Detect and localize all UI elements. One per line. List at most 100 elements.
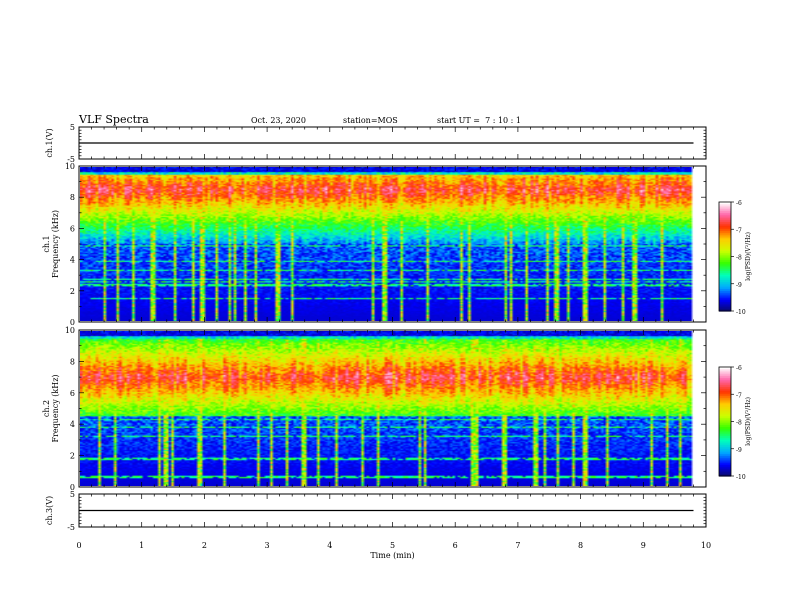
colorbar-swatch: [719, 218, 731, 221]
y-tick-label: -5: [67, 523, 75, 532]
colorbar-tick-label: -8: [736, 420, 742, 427]
spectrogram-image-ch1: [80, 167, 705, 321]
colorbar-swatch: [719, 466, 731, 470]
colorbar-swatch: [719, 240, 731, 243]
x-tick-label: 9: [641, 541, 646, 550]
colorbar-swatch: [719, 278, 731, 281]
colorbar-swatch: [719, 207, 731, 210]
colorbar-swatch: [719, 251, 731, 254]
colorbar-swatch: [719, 443, 731, 446]
colorbar-swatch: [719, 234, 731, 238]
colorbar-swatch: [719, 291, 731, 294]
y-tick-label: 4: [70, 256, 75, 265]
y-tick-label: 6: [70, 224, 75, 233]
colorbar-swatch: [719, 430, 731, 433]
y-tick-label: 8: [70, 357, 75, 366]
colorbar-swatch: [719, 419, 731, 423]
x-tick-label: 1: [139, 541, 144, 550]
y-tick-label: 2: [70, 452, 75, 461]
colorbar-swatch: [719, 436, 731, 439]
y-tick-label: 2: [70, 287, 75, 296]
colorbar-tick-label: -10: [736, 309, 746, 316]
colorbar-swatch: [719, 412, 731, 415]
colorbar-swatch: [719, 390, 731, 394]
colorbar-swatch: [719, 446, 731, 450]
chart-title: VLF Spectra: [79, 113, 149, 126]
colorbar-swatch: [719, 416, 731, 419]
colorbar-swatch: [719, 281, 731, 285]
y-tick-label: 10: [65, 326, 75, 335]
colorbar-swatch: [719, 236, 731, 239]
colorbar-swatch: [719, 296, 731, 299]
colorbar-swatch: [719, 432, 731, 435]
colorbar-swatch: [719, 421, 731, 424]
colorbar-swatch: [719, 212, 731, 216]
colorbar-swatch: [719, 263, 731, 267]
colorbar-swatch: [719, 292, 731, 296]
x-tick-label: 8: [578, 541, 583, 550]
x-tick-label: 10: [701, 541, 711, 550]
station-label: station=MOS: [343, 116, 398, 125]
colorbar-swatch: [719, 309, 731, 312]
y-tick-label: 6: [70, 389, 75, 398]
colorbar-label-text: log(PSD)(V²/Hz): [745, 232, 752, 281]
y-axis-label: Frequency (kHz): [51, 374, 60, 442]
colorbar-swatch: [719, 376, 731, 379]
colorbar-swatch: [719, 202, 731, 205]
colorbar-swatch: [719, 377, 731, 381]
colorbar-swatch: [719, 465, 731, 468]
colorbar-swatch: [719, 383, 731, 386]
colorbar-label-2: log(PSD)(V²/Hz): [745, 397, 752, 446]
colorbar-swatch: [719, 225, 731, 229]
colorbar-swatch: [719, 271, 731, 274]
colorbar-swatch: [719, 396, 731, 399]
colorbar-swatch: [719, 203, 731, 207]
colorbar-swatch: [719, 368, 731, 372]
y-tick-label: -5: [67, 155, 75, 164]
ch1-waveform-ylabel: ch.1(V): [45, 128, 54, 157]
colorbar-swatch: [719, 405, 731, 408]
colorbar-swatch: [719, 439, 731, 443]
colorbar-swatch: [719, 397, 731, 401]
date-label: Oct. 23, 2020: [251, 116, 306, 125]
y-axis-label: Frequency (kHz): [51, 210, 60, 278]
colorbar-swatch: [719, 386, 731, 390]
colorbar-swatch: [719, 232, 731, 236]
colorbar-swatch: [719, 385, 731, 388]
colorbar-tick-label: -7: [736, 392, 742, 399]
colorbar-swatch: [719, 410, 731, 414]
y-axis-label: ch.1: [42, 235, 51, 252]
colorbar-swatch: [719, 209, 731, 212]
colorbar-swatch: [719, 269, 731, 272]
colorbar-swatch: [719, 399, 731, 403]
colorbar-swatch: [719, 229, 731, 232]
colorbar-swatch: [719, 428, 731, 432]
colorbar-swatch: [719, 220, 731, 223]
colorbar-swatch: [719, 456, 731, 459]
colorbar-swatch: [719, 417, 731, 421]
colorbar-tick-label: -7: [736, 227, 742, 234]
colorbar-swatch: [719, 374, 731, 377]
colorbar-swatch: [719, 468, 731, 472]
colorbar-swatch: [719, 457, 731, 461]
colorbar-swatch: [719, 370, 731, 374]
y-tick-label: 5: [70, 123, 75, 132]
ch1-spectrogram-ylabel: ch.1 Frequency (kHz): [42, 210, 60, 278]
colorbar-swatch: [719, 272, 731, 276]
colorbar-swatch: [719, 437, 731, 441]
colorbar-swatch: [719, 276, 731, 279]
colorbar-swatch: [719, 301, 731, 305]
colorbar-swatch: [719, 434, 731, 437]
colorbar-swatch: [719, 445, 731, 448]
y-tick-label: 8: [70, 193, 75, 202]
colorbar-swatch: [719, 298, 731, 301]
colorbar-swatch: [719, 223, 731, 227]
colorbar-swatch: [719, 238, 731, 241]
colorbar-tick-label: -8: [736, 255, 742, 262]
colorbar-tick-label: -9: [736, 282, 742, 289]
colorbar-swatch: [719, 392, 731, 395]
colorbar-swatch: [719, 463, 731, 466]
colorbar-swatch: [719, 414, 731, 417]
colorbar-swatch: [719, 289, 731, 292]
